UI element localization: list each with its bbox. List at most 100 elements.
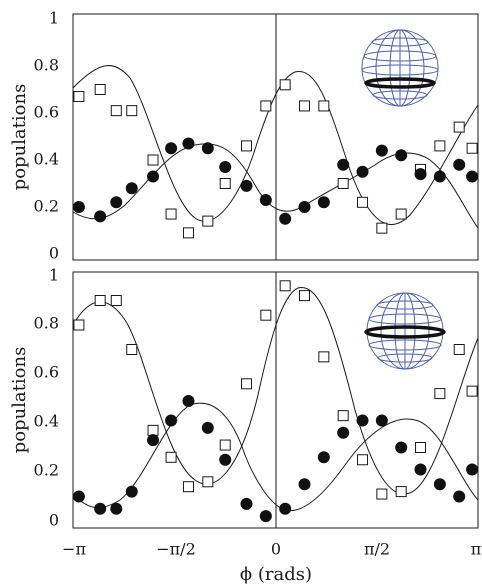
bottom-square-point (337, 410, 349, 422)
top-squares-series (73, 79, 478, 239)
bottom-circle-point (147, 434, 160, 447)
top-square-point (299, 100, 311, 112)
top-square-point (376, 222, 388, 234)
bottom-square-point (434, 388, 446, 400)
top-circle-point (375, 144, 388, 157)
bottom-ytick-label: 0.4 (34, 412, 59, 431)
bottom-circles-series (72, 394, 479, 523)
bottom-square-point (202, 476, 214, 488)
bottom-square-point (94, 295, 106, 306)
bottom-fit-curve-squares (72, 287, 479, 495)
bottom-square-point (73, 319, 85, 331)
bottom-square-point (279, 280, 291, 292)
bottom-circle-point (94, 502, 107, 515)
top-fit-curve-squares (72, 65, 479, 225)
bottom-square-point (110, 295, 122, 306)
top-circle-point (165, 142, 178, 155)
bottom-panel: 0 0.2 0.4 0.6 0.8 1 populations −π −π/2 … (9, 266, 481, 584)
top-ytick-label: 0 (49, 244, 59, 263)
top-circle-point (466, 170, 479, 183)
bottom-ytick-label: 0 (49, 511, 59, 530)
top-inset-ring (364, 77, 436, 89)
top-square-point (219, 178, 231, 189)
bottom-square-point (466, 385, 478, 397)
top-ytick-label: 0.8 (34, 56, 59, 75)
top-ytick-label: 0.6 (34, 103, 59, 122)
bottom-circle-point (414, 463, 427, 476)
bottom-squares-series (73, 280, 478, 500)
top-square-point (165, 208, 177, 220)
top-square-point (260, 100, 272, 112)
bottom-square-point (415, 442, 427, 453)
top-square-point (126, 105, 138, 117)
top-square-point (453, 121, 465, 133)
bottom-circle-point (182, 394, 195, 407)
top-inset-sphere-icon (361, 29, 439, 107)
bottom-square-point (126, 344, 138, 355)
top-circle-point (317, 196, 330, 209)
bottom-circle-point (240, 497, 253, 510)
top-square-point (110, 105, 122, 117)
bottom-square-point (260, 309, 272, 321)
top-ylabel: populations (9, 84, 30, 191)
top-circle-point (337, 158, 350, 171)
top-circle-point (110, 196, 123, 209)
bottom-square-point (240, 378, 252, 390)
bottom-square-point (165, 451, 177, 463)
top-circle-point (219, 161, 232, 174)
bottom-circle-point (395, 441, 408, 454)
bottom-square-point (376, 488, 388, 500)
top-circle-point (356, 165, 369, 178)
top-square-point (357, 196, 369, 208)
xlabel: ϕ (rads) (240, 564, 312, 584)
top-circle-point (414, 168, 427, 181)
top-circle-point (395, 149, 408, 162)
bottom-inset-sphere-icon (364, 292, 446, 370)
bottom-square-point (318, 351, 330, 363)
top-circle-point (240, 179, 253, 192)
bottom-circle-point (219, 453, 232, 466)
bottom-ytick-label: 1 (49, 266, 59, 285)
xtick-label: −π/2 (156, 540, 196, 559)
top-circle-point (433, 170, 446, 183)
top-circle-point (453, 158, 466, 171)
bottom-circle-point (356, 414, 369, 427)
bottom-square-point (453, 344, 465, 355)
bottom-ytick-label: 0.6 (34, 363, 59, 382)
top-square-point (434, 140, 446, 152)
xtick-label: π (471, 540, 482, 559)
top-ytick-label: 0.2 (34, 197, 59, 216)
bottom-fit-curve-circles (72, 402, 479, 512)
bottom-circle-point (433, 478, 446, 491)
xtick-label: π/2 (364, 540, 390, 559)
bottom-square-point (147, 424, 159, 436)
top-circle-point (182, 137, 195, 150)
top-panel: 0 0.2 0.4 0.6 0.8 1 populations (9, 9, 479, 263)
bottom-circle-point (279, 502, 292, 515)
bottom-square-point (395, 486, 407, 498)
top-circle-point (259, 193, 272, 206)
bottom-square-point (182, 481, 194, 493)
top-square-point (466, 142, 478, 154)
top-circle-point (298, 201, 311, 213)
bottom-circle-point (375, 414, 388, 427)
top-square-point (182, 227, 194, 239)
bottom-circle-point (165, 414, 178, 427)
top-ytick-label: 0.4 (34, 150, 59, 169)
top-square-point (147, 154, 159, 166)
top-fit-curve-circles (72, 143, 479, 229)
top-square-point (202, 215, 214, 227)
bottom-ylabel: populations (9, 347, 30, 454)
bottom-circle-point (298, 478, 311, 491)
top-circle-point (147, 170, 160, 183)
bottom-circle-point (317, 451, 330, 464)
bottom-circle-point (453, 490, 466, 503)
bottom-circle-point (337, 426, 350, 439)
top-square-point (94, 84, 106, 95)
top-square-point (73, 91, 85, 103)
xtick-label: −π (62, 540, 86, 559)
bottom-square-point (299, 290, 311, 302)
top-ytick-label: 1 (49, 9, 59, 28)
bottom-ytick-label: 0.2 (34, 461, 59, 480)
bottom-circle-point (259, 510, 272, 523)
